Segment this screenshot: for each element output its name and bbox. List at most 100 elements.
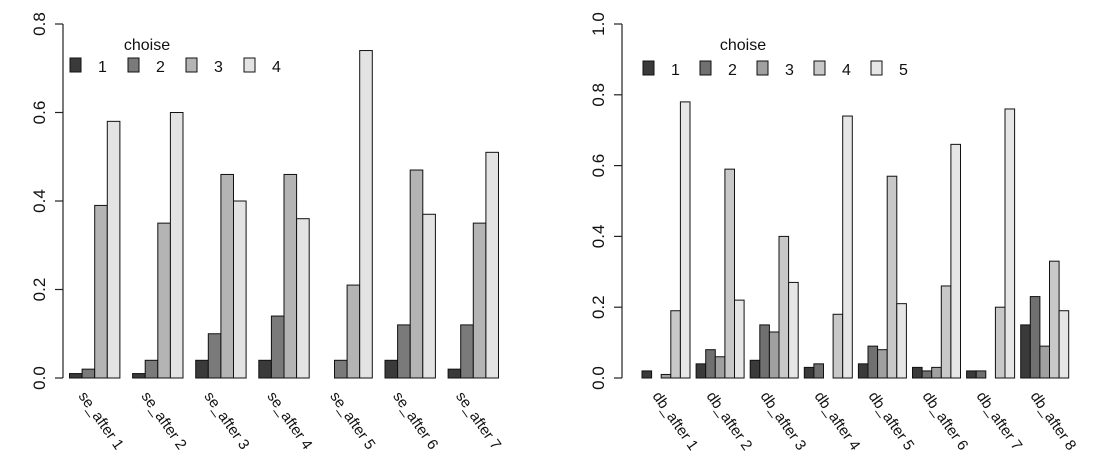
bar bbox=[397, 324, 411, 379]
bar bbox=[759, 324, 770, 379]
bar bbox=[258, 359, 272, 379]
bar bbox=[157, 222, 171, 379]
legend-swatch bbox=[813, 60, 826, 76]
bar bbox=[912, 366, 923, 379]
bar bbox=[813, 363, 825, 379]
category-label: db_after 6 bbox=[919, 389, 972, 454]
bar bbox=[422, 213, 436, 379]
chart-panel-1: 0.00.20.40.60.8se_after 1 se_after 2 se_af… bbox=[30, 12, 504, 453]
legend-label: 2 bbox=[728, 62, 737, 79]
category-label: db_after 1 bbox=[649, 389, 702, 454]
bar bbox=[346, 284, 361, 379]
bar bbox=[803, 366, 815, 379]
bar bbox=[1029, 296, 1041, 379]
bar bbox=[832, 313, 844, 379]
legend-swatch bbox=[69, 57, 82, 73]
bar bbox=[195, 359, 209, 379]
bar bbox=[409, 169, 424, 379]
bar bbox=[81, 368, 96, 379]
bar bbox=[734, 299, 745, 379]
bar bbox=[768, 331, 780, 379]
legend-swatch bbox=[127, 57, 140, 73]
category-label: db_after 2 bbox=[703, 389, 756, 454]
y-tick-label: 0.0 bbox=[589, 366, 608, 390]
bar bbox=[679, 101, 691, 379]
y-tick-label: 0.4 bbox=[30, 189, 49, 213]
bar bbox=[94, 204, 108, 379]
category-label: db_after 3 bbox=[757, 389, 810, 454]
legend-label: 4 bbox=[272, 59, 281, 76]
y-tick-label: 0.6 bbox=[30, 101, 49, 125]
bar bbox=[778, 235, 790, 379]
legend-label: 5 bbox=[899, 62, 908, 79]
bar bbox=[695, 363, 707, 379]
legend-label: 1 bbox=[98, 59, 107, 76]
bar bbox=[842, 115, 853, 379]
bar bbox=[724, 168, 736, 379]
bar bbox=[472, 222, 487, 379]
category-label: db_after 7 bbox=[973, 389, 1026, 454]
bar bbox=[270, 315, 285, 379]
legend-swatch bbox=[756, 60, 769, 76]
bar bbox=[296, 218, 310, 379]
legend-label: 1 bbox=[671, 62, 680, 79]
legend-swatch bbox=[870, 60, 883, 76]
bar bbox=[877, 349, 888, 379]
y-tick-label: 0.8 bbox=[589, 83, 608, 107]
bar bbox=[705, 349, 716, 379]
bar bbox=[132, 373, 146, 379]
bar bbox=[1049, 260, 1060, 379]
bar bbox=[641, 370, 653, 379]
category-label: se_after 1 bbox=[75, 389, 127, 453]
bar bbox=[334, 359, 348, 379]
bar bbox=[714, 356, 726, 379]
bar bbox=[931, 366, 942, 379]
bar bbox=[1039, 345, 1051, 379]
bar bbox=[169, 112, 184, 379]
y-tick-label: 1.0 bbox=[589, 12, 608, 36]
y-tick-label: 0.0 bbox=[30, 366, 49, 390]
bar bbox=[857, 363, 869, 379]
bar bbox=[950, 143, 962, 379]
bar bbox=[233, 200, 247, 379]
legend-label: 2 bbox=[156, 59, 165, 76]
legend-label: 3 bbox=[785, 62, 794, 79]
category-label: se_after 4 bbox=[263, 389, 315, 453]
bar bbox=[670, 310, 681, 379]
legend-swatch bbox=[185, 57, 198, 73]
bar bbox=[283, 173, 298, 379]
y-tick-label: 0.8 bbox=[30, 12, 49, 36]
legend-swatch bbox=[642, 60, 655, 76]
bar bbox=[788, 281, 799, 379]
category-label: se_after 2 bbox=[138, 389, 190, 453]
bar bbox=[1020, 324, 1031, 379]
bar bbox=[359, 50, 373, 379]
bar bbox=[1004, 108, 1016, 379]
bar bbox=[660, 373, 672, 379]
category-label: db_after 8 bbox=[1027, 389, 1080, 454]
bar bbox=[106, 120, 121, 379]
bar bbox=[144, 359, 159, 379]
bar bbox=[921, 370, 933, 379]
category-label: db_after 5 bbox=[865, 389, 918, 454]
bar bbox=[460, 324, 474, 379]
bar bbox=[940, 285, 952, 379]
legend-title: choise bbox=[124, 37, 170, 54]
bar bbox=[886, 175, 898, 379]
bar bbox=[485, 151, 499, 379]
category-label: db_after 4 bbox=[811, 389, 864, 454]
category-label: se_after 3 bbox=[201, 389, 253, 453]
legend-label: 4 bbox=[842, 62, 851, 79]
legend-swatch bbox=[243, 57, 256, 73]
bar bbox=[867, 345, 879, 379]
category-label: se_after 7 bbox=[452, 389, 504, 453]
legend-label: 3 bbox=[214, 59, 223, 76]
y-tick-label: 0.6 bbox=[589, 154, 608, 178]
y-tick-label: 0.4 bbox=[589, 225, 608, 249]
legend-swatch bbox=[699, 60, 712, 76]
bar bbox=[220, 173, 234, 379]
bar bbox=[896, 303, 907, 379]
bar bbox=[69, 373, 83, 379]
